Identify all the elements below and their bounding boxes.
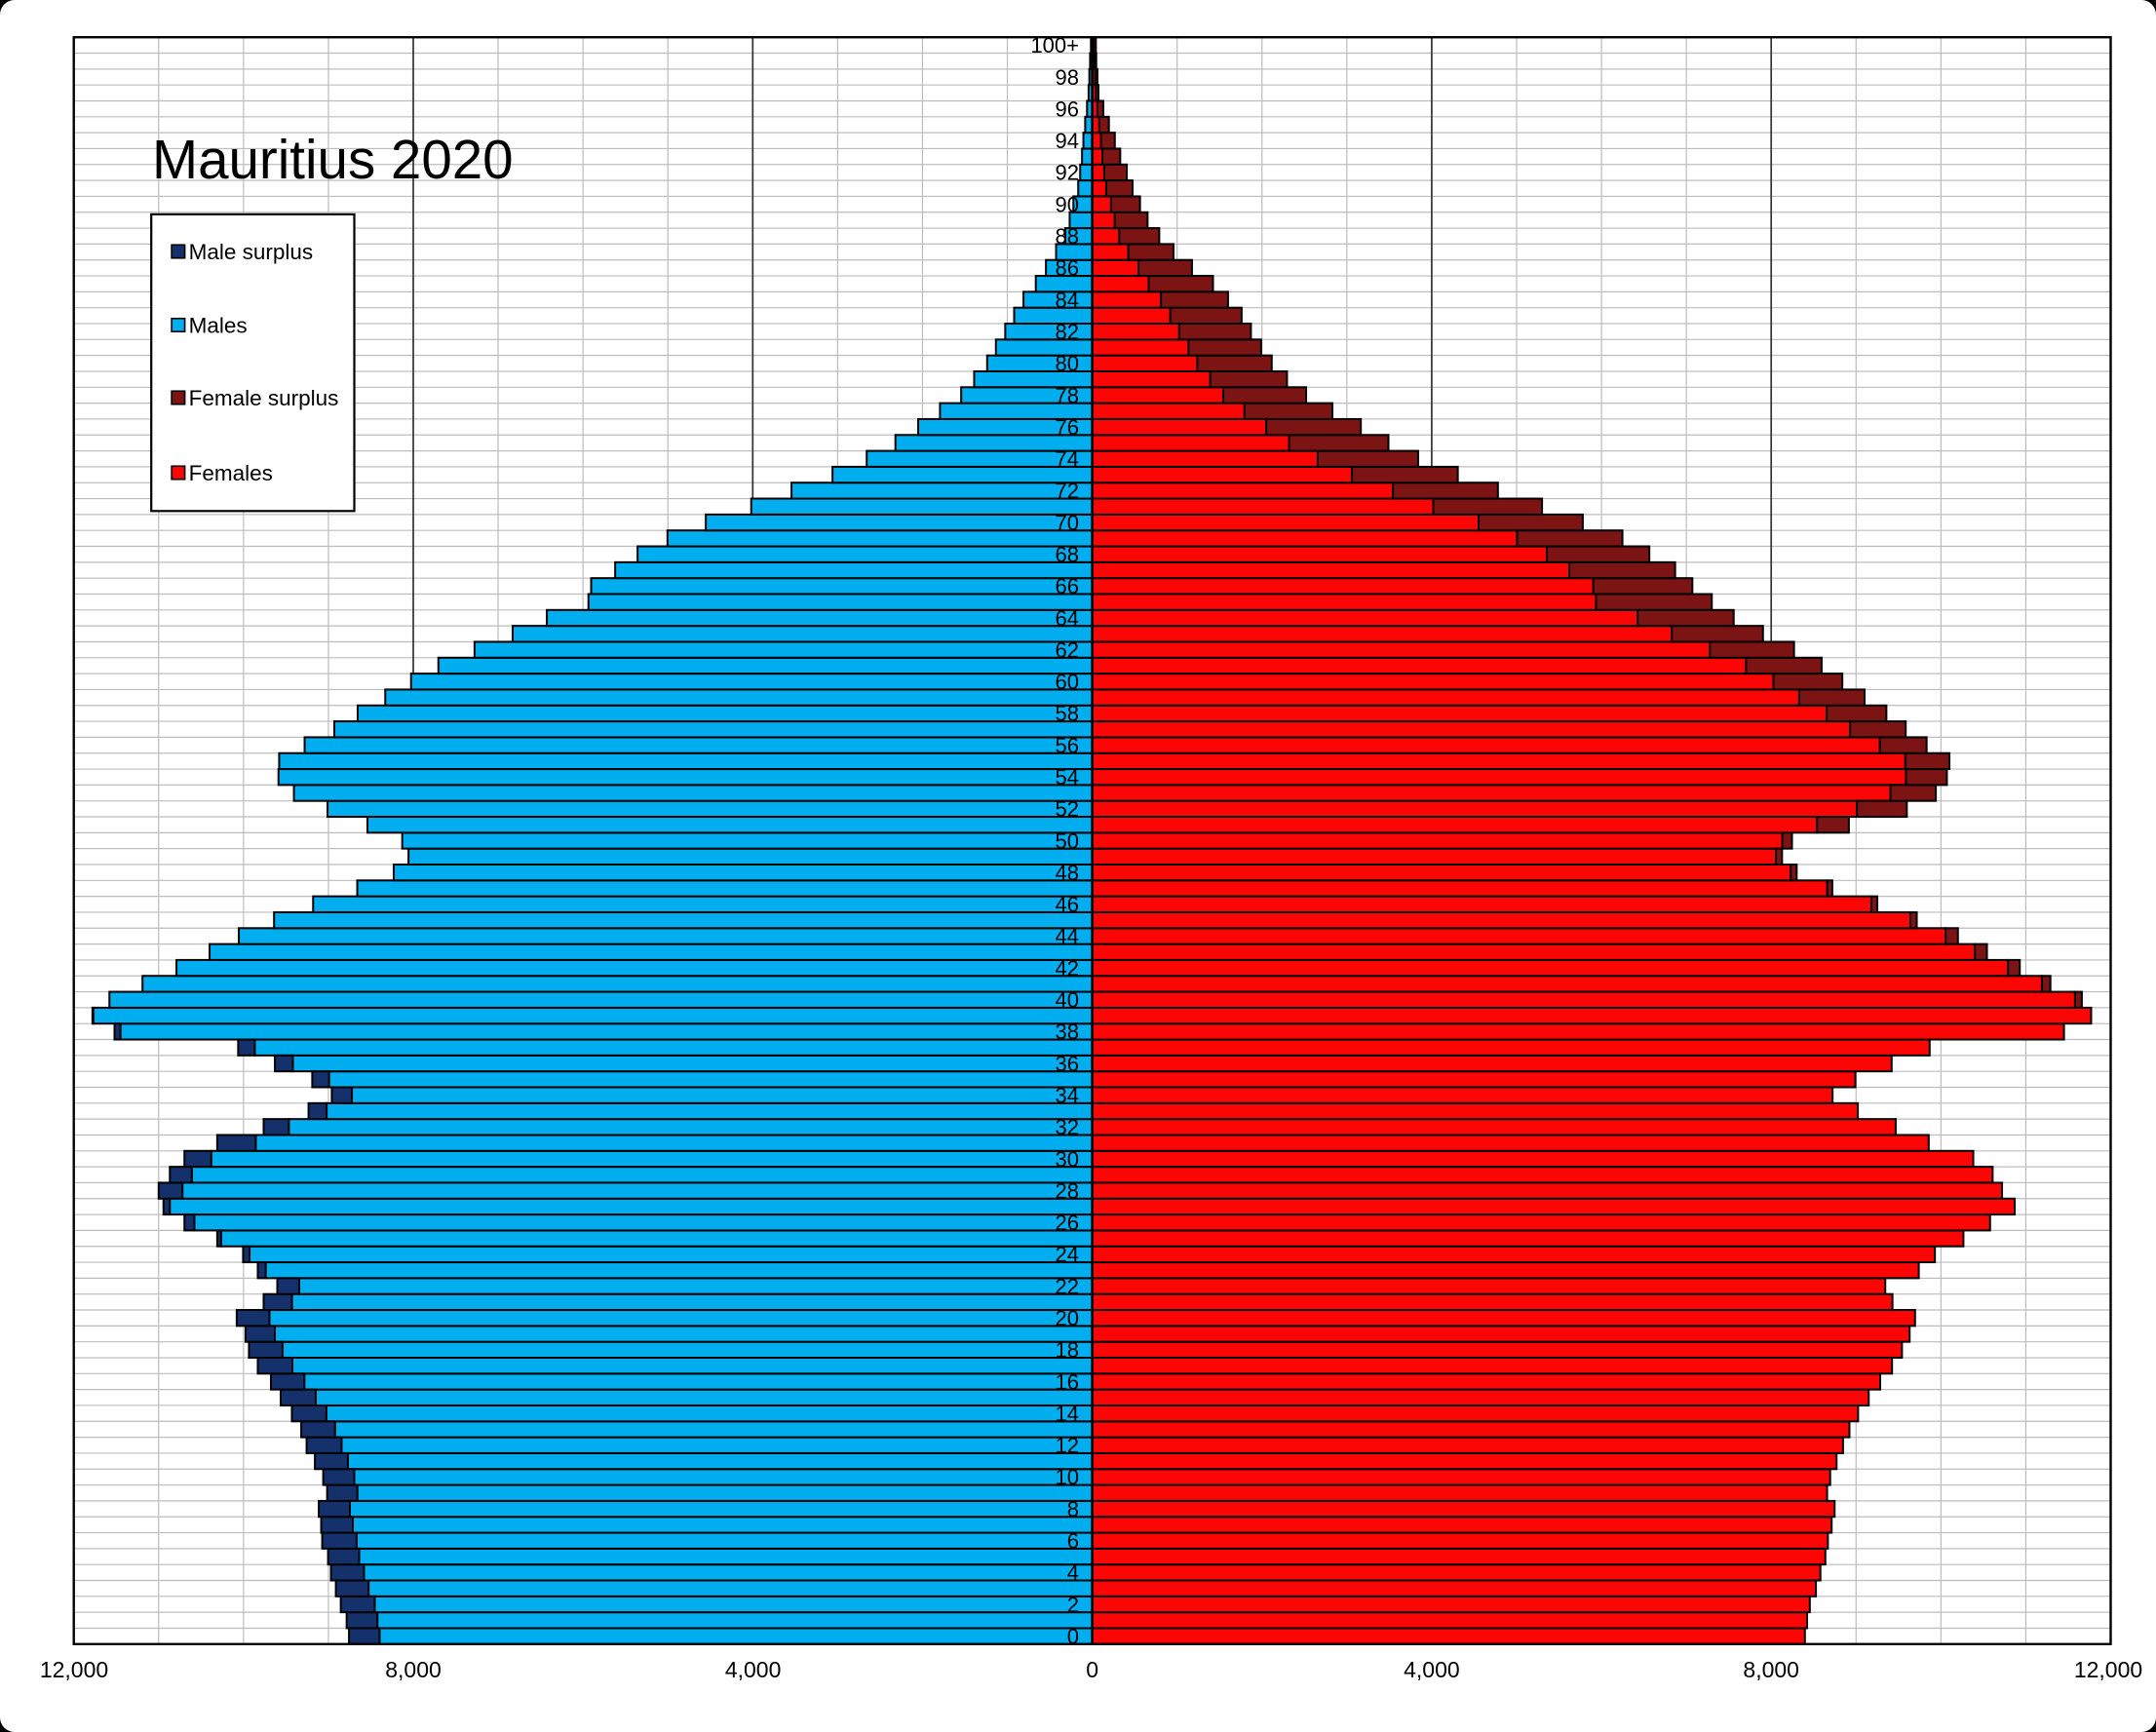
svg-text:4,000: 4,000 [725,1657,782,1682]
svg-text:52: 52 [1056,797,1079,822]
svg-text:68: 68 [1056,542,1079,566]
svg-text:42: 42 [1056,956,1079,981]
svg-text:32: 32 [1056,1115,1079,1139]
svg-text:Females: Females [189,461,273,485]
svg-text:4: 4 [1067,1560,1079,1585]
svg-text:88: 88 [1056,224,1079,249]
svg-text:0: 0 [1067,1624,1079,1648]
svg-text:28: 28 [1056,1178,1079,1203]
svg-text:70: 70 [1056,511,1079,535]
svg-text:34: 34 [1056,1083,1079,1107]
svg-text:14: 14 [1056,1402,1079,1426]
svg-text:12,000: 12,000 [2074,1657,2142,1682]
svg-text:54: 54 [1056,765,1079,789]
svg-text:50: 50 [1056,828,1079,853]
svg-text:Mauritius 2020: Mauritius 2020 [152,129,514,190]
svg-text:76: 76 [1056,415,1079,440]
svg-text:Male surplus: Male surplus [189,240,314,264]
svg-text:8,000: 8,000 [385,1657,442,1682]
svg-text:24: 24 [1056,1243,1079,1267]
svg-text:78: 78 [1056,383,1079,407]
svg-text:0: 0 [1086,1657,1098,1682]
svg-text:30: 30 [1056,1147,1079,1172]
svg-text:98: 98 [1056,65,1079,90]
svg-text:8,000: 8,000 [1743,1657,1799,1682]
svg-text:6: 6 [1067,1529,1079,1554]
svg-text:44: 44 [1056,924,1079,948]
svg-text:62: 62 [1056,637,1079,662]
svg-text:58: 58 [1056,702,1079,726]
svg-text:Males: Males [189,313,248,337]
svg-text:46: 46 [1056,893,1079,917]
svg-text:92: 92 [1056,161,1079,185]
svg-text:74: 74 [1056,447,1079,472]
svg-text:82: 82 [1056,320,1079,344]
svg-text:86: 86 [1056,256,1079,281]
svg-text:38: 38 [1056,1020,1079,1044]
svg-text:84: 84 [1056,288,1079,312]
svg-text:48: 48 [1056,861,1079,885]
svg-text:96: 96 [1056,96,1079,121]
svg-text:60: 60 [1056,670,1079,694]
svg-text:18: 18 [1056,1338,1079,1363]
svg-text:40: 40 [1056,988,1079,1013]
svg-text:64: 64 [1056,606,1079,631]
svg-text:80: 80 [1056,352,1079,376]
svg-text:20: 20 [1056,1306,1079,1330]
svg-text:36: 36 [1056,1052,1079,1076]
svg-text:22: 22 [1056,1274,1079,1298]
svg-text:90: 90 [1056,192,1079,216]
svg-text:94: 94 [1056,129,1079,153]
svg-text:Female surplus: Female surplus [189,386,339,410]
svg-text:66: 66 [1056,574,1079,598]
svg-text:16: 16 [1056,1369,1079,1394]
svg-text:8: 8 [1067,1497,1079,1521]
svg-text:10: 10 [1056,1465,1079,1489]
svg-text:56: 56 [1056,733,1079,757]
svg-text:26: 26 [1056,1211,1079,1235]
svg-text:4,000: 4,000 [1404,1657,1460,1682]
svg-text:12,000: 12,000 [40,1657,108,1682]
svg-text:12: 12 [1056,1434,1079,1458]
svg-text:2: 2 [1067,1593,1079,1617]
svg-text:100+: 100+ [1030,33,1079,58]
svg-text:72: 72 [1056,479,1079,503]
